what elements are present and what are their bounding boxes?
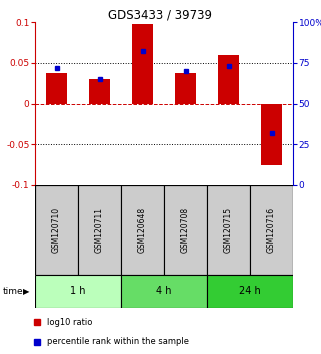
Text: GSM120648: GSM120648 xyxy=(138,207,147,253)
Bar xyxy=(175,73,196,103)
Text: 4 h: 4 h xyxy=(156,286,172,297)
Bar xyxy=(121,275,207,308)
Bar xyxy=(121,185,164,275)
Bar xyxy=(35,185,78,275)
Bar xyxy=(218,55,239,103)
Text: GDS3433 / 39739: GDS3433 / 39739 xyxy=(108,9,213,22)
Bar xyxy=(207,275,293,308)
Text: GSM120710: GSM120710 xyxy=(52,207,61,253)
Text: ▶: ▶ xyxy=(22,287,29,296)
Text: GSM120708: GSM120708 xyxy=(181,207,190,253)
Bar xyxy=(46,73,67,103)
Text: GSM120716: GSM120716 xyxy=(267,207,276,253)
Bar xyxy=(207,185,250,275)
Bar xyxy=(89,79,110,103)
Bar xyxy=(35,275,121,308)
Text: GSM120715: GSM120715 xyxy=(224,207,233,253)
Bar xyxy=(261,103,282,165)
Bar xyxy=(132,24,153,103)
Bar xyxy=(78,185,121,275)
Text: 24 h: 24 h xyxy=(239,286,261,297)
Text: time: time xyxy=(3,287,24,296)
Text: percentile rank within the sample: percentile rank within the sample xyxy=(47,337,189,347)
Text: GSM120711: GSM120711 xyxy=(95,207,104,253)
Text: 1 h: 1 h xyxy=(70,286,86,297)
Text: log10 ratio: log10 ratio xyxy=(47,318,92,327)
Bar xyxy=(164,185,207,275)
Bar xyxy=(250,185,293,275)
